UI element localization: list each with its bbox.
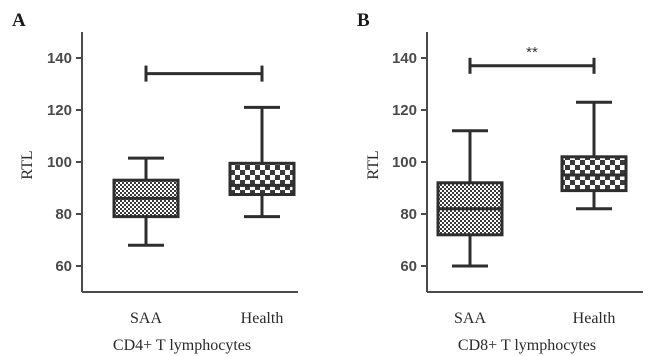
panel-a-comparison bbox=[144, 65, 264, 82]
x-category-label: SAA bbox=[130, 310, 162, 327]
y-tick-label: 120 bbox=[47, 102, 72, 119]
panel-b-comparison: ** bbox=[468, 44, 596, 74]
x-category-label: Health bbox=[241, 310, 284, 327]
panel-b: B RTL 60 80 100 120 140 ** SAA Health CD8+ T … bbox=[357, 10, 643, 354]
y-tick-label: 100 bbox=[392, 154, 417, 171]
panel-a-boxes bbox=[112, 105, 296, 247]
panel-a-y-axis-title: RTL bbox=[19, 150, 36, 179]
y-tick-label: 140 bbox=[47, 50, 72, 67]
panel-a: A RTL 60 80 100 120 140 SAA Health CD4+ T lym… bbox=[12, 10, 298, 354]
y-tick-label: 100 bbox=[47, 154, 72, 171]
box-health bbox=[560, 100, 628, 211]
panel-b-boxes bbox=[436, 100, 628, 268]
panel-a-y-ticks: 60 80 100 120 140 bbox=[47, 50, 82, 275]
panel-b-y-ticks: 60 80 100 120 140 bbox=[392, 50, 427, 275]
panel-b-categories: SAA Health bbox=[454, 310, 615, 327]
box-health bbox=[228, 105, 296, 219]
x-category-label: SAA bbox=[454, 310, 486, 327]
x-category-label: Health bbox=[573, 310, 616, 327]
y-tick-label: 80 bbox=[55, 206, 72, 223]
box-saa bbox=[112, 156, 180, 247]
y-tick-label: 60 bbox=[55, 258, 72, 275]
y-tick-label: 140 bbox=[392, 50, 417, 67]
panel-b-letter: B bbox=[357, 10, 370, 31]
iqr-box bbox=[228, 161, 296, 197]
y-tick-label: 120 bbox=[392, 102, 417, 119]
significance-label: ** bbox=[526, 44, 538, 61]
panel-b-x-axis-title: CD8+ T lymphocytes bbox=[458, 337, 596, 354]
panel-a-x-axis-title: CD4+ T lymphocytes bbox=[113, 337, 251, 354]
panel-a-letter: A bbox=[12, 10, 26, 31]
y-tick-label: 60 bbox=[400, 258, 417, 275]
panel-a-categories: SAA Health bbox=[130, 310, 283, 327]
box-saa bbox=[436, 129, 504, 268]
panel-b-y-axis-title: RTL bbox=[365, 150, 382, 179]
y-tick-label: 80 bbox=[400, 206, 417, 223]
